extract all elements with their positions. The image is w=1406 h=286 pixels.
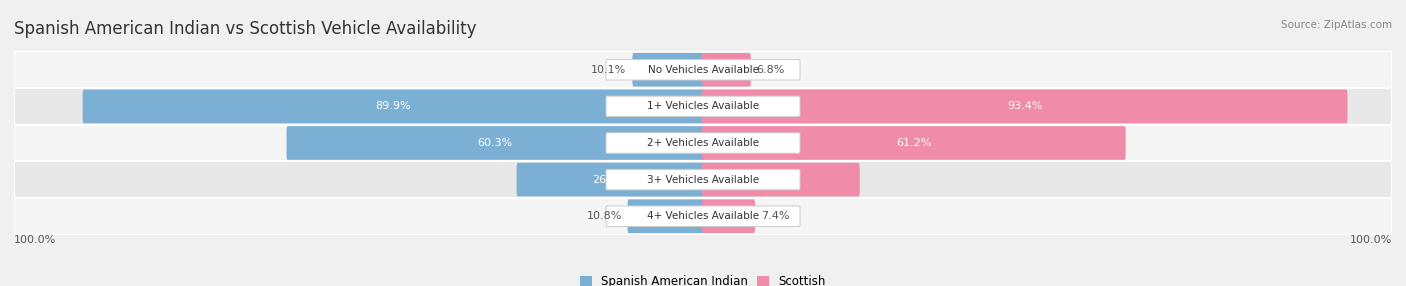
Text: 10.1%: 10.1% (592, 65, 627, 75)
Bar (14, 198, 1392, 235)
FancyBboxPatch shape (702, 199, 755, 233)
Text: 100.0%: 100.0% (1350, 235, 1392, 245)
FancyBboxPatch shape (606, 206, 800, 227)
Text: 3+ Vehicles Available: 3+ Vehicles Available (647, 175, 759, 184)
Text: 1+ Vehicles Available: 1+ Vehicles Available (647, 102, 759, 111)
FancyBboxPatch shape (702, 90, 1347, 123)
Bar (14, 51, 1392, 88)
FancyBboxPatch shape (606, 96, 800, 117)
Text: 10.8%: 10.8% (586, 211, 621, 221)
Bar (14, 88, 1392, 125)
FancyBboxPatch shape (627, 199, 704, 233)
Bar (14, 125, 1392, 161)
FancyBboxPatch shape (516, 163, 704, 196)
Text: 22.6%: 22.6% (763, 175, 799, 184)
Legend: Spanish American Indian, Scottish: Spanish American Indian, Scottish (575, 270, 831, 286)
FancyBboxPatch shape (606, 133, 800, 153)
Text: Source: ZipAtlas.com: Source: ZipAtlas.com (1281, 20, 1392, 30)
FancyBboxPatch shape (606, 59, 800, 80)
Text: 93.4%: 93.4% (1007, 102, 1042, 111)
Text: 89.9%: 89.9% (375, 102, 411, 111)
FancyBboxPatch shape (702, 126, 1126, 160)
FancyBboxPatch shape (83, 90, 704, 123)
Text: 100.0%: 100.0% (14, 235, 56, 245)
FancyBboxPatch shape (287, 126, 704, 160)
Text: No Vehicles Available: No Vehicles Available (648, 65, 758, 75)
FancyBboxPatch shape (633, 53, 704, 87)
Text: 60.3%: 60.3% (478, 138, 513, 148)
Text: 61.2%: 61.2% (896, 138, 932, 148)
Text: 4+ Vehicles Available: 4+ Vehicles Available (647, 211, 759, 221)
Text: Spanish American Indian vs Scottish Vehicle Availability: Spanish American Indian vs Scottish Vehi… (14, 20, 477, 38)
Text: 2+ Vehicles Available: 2+ Vehicles Available (647, 138, 759, 148)
FancyBboxPatch shape (606, 169, 800, 190)
Bar (14, 161, 1392, 198)
FancyBboxPatch shape (702, 163, 859, 196)
Text: 7.4%: 7.4% (761, 211, 789, 221)
Text: 26.9%: 26.9% (592, 175, 628, 184)
Text: 6.8%: 6.8% (756, 65, 785, 75)
FancyBboxPatch shape (702, 53, 751, 87)
